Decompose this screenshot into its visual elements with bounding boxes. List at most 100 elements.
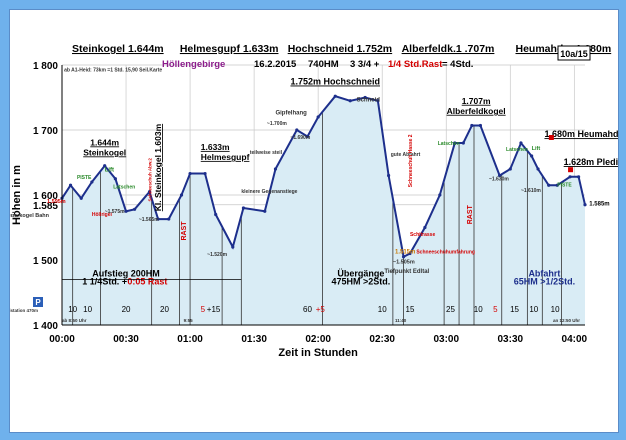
profile-point: [90, 180, 94, 184]
y-tick-label: 1 600: [33, 191, 58, 202]
annotation: 9:55: [184, 318, 194, 323]
annotation: teilweise steil: [250, 150, 283, 156]
profile-point: [333, 94, 337, 98]
profile-point: [376, 99, 380, 103]
segment-label: 1 1/4Std. +: [82, 277, 127, 287]
y-tick-label: 1 400: [33, 321, 58, 332]
annotation: kleinere Gegenanstiege: [241, 189, 297, 195]
annotation: RAST: [181, 221, 188, 241]
annotation: Latschen: [113, 185, 135, 191]
segment-label: 0:05 Rast: [127, 277, 167, 287]
profile-point: [536, 167, 540, 171]
summit-label: 1.633m: [201, 142, 230, 152]
minute-label: +15: [207, 305, 221, 314]
header-title-part: Alberfeldk.1 .707m: [402, 43, 495, 55]
profile-point: [188, 171, 192, 176]
y-axis-title: Höhen in m: [11, 165, 23, 225]
profile-point: [68, 183, 73, 187]
annotation: Schneid: [357, 97, 381, 103]
x-tick-label: 00:00: [49, 334, 75, 345]
summit-label: Kl. Steinkogel 1.603m: [153, 123, 163, 211]
annotation: ~1.575m: [105, 209, 125, 215]
elevation-area: [62, 96, 585, 325]
profile-point: [203, 171, 207, 176]
page-badge-box: [557, 45, 591, 61]
annotation: ab A1-Heid: 73km =1 Std. 15,90 Seil.Kart…: [64, 68, 162, 74]
x-tick-label: 02:00: [305, 334, 331, 345]
profile-point: [263, 209, 267, 213]
annotation: Latschen: [438, 141, 460, 147]
flag-icon: [568, 167, 574, 173]
minute-label: 15: [510, 305, 519, 314]
header-subtitle: 1/4 Std.Rast: [388, 59, 443, 70]
summit-label: 1.680m Heumahdgupf: [544, 129, 618, 139]
x-tick-label: 01:00: [177, 334, 203, 345]
annotation: ~1.520m: [207, 252, 227, 258]
annotation: Latschen: [506, 147, 528, 153]
profile-point: [438, 193, 442, 197]
header-subtitle: 3 3/4 +: [350, 59, 380, 70]
profile-point: [461, 141, 465, 145]
profile-point: [555, 183, 559, 187]
annotation: Schitrasse: [410, 232, 436, 238]
annotation: 1.515m: [395, 250, 415, 256]
y-tick-label: 1.585: [33, 201, 58, 212]
profile-point: [453, 141, 457, 145]
profile-point: [241, 206, 246, 210]
y-tick-label: 1 700: [33, 126, 58, 137]
profile-point: [401, 255, 406, 259]
profile-point: [167, 217, 171, 221]
profile-point: [470, 123, 474, 128]
annotation: ~1.565m: [139, 217, 159, 223]
profile-point: [156, 217, 160, 221]
minute-label: 5: [493, 305, 498, 314]
annotation: ~1.630m: [489, 177, 509, 183]
x-tick-label: 02:30: [369, 334, 395, 345]
profile-point: [79, 196, 83, 200]
profile-point: [295, 128, 299, 132]
segment-label: Abfahrt: [528, 268, 560, 278]
profile-point: [179, 193, 184, 197]
annotation: gute Abfahrt: [391, 152, 421, 158]
annotation: Feuerkogel Bahn: [10, 213, 50, 219]
profile-point: [478, 123, 482, 128]
profile-point: [214, 212, 218, 217]
profile-point: [508, 167, 512, 171]
annotation: ~1.700m: [267, 121, 287, 127]
profile-point: [147, 190, 152, 194]
profile-point: [530, 154, 534, 158]
annotation: ~1.505m: [393, 259, 415, 265]
x-tick-label: 01:30: [241, 334, 267, 345]
profile-point: [583, 203, 587, 207]
x-tick-label: 04:00: [562, 334, 588, 345]
annotation: Schneeschuh Hasse 2: [408, 134, 414, 187]
minute-label: 10: [68, 305, 77, 314]
summit-label: 1.707m: [462, 96, 491, 106]
profile-point: [568, 175, 572, 179]
minute-label: 25: [446, 305, 455, 314]
minute-label: 10: [551, 305, 560, 314]
x-tick-label: 03:30: [497, 334, 523, 345]
header-title-part: Helmesgupf 1.633m: [180, 43, 279, 55]
parking-icon: [33, 297, 43, 307]
profile-point: [408, 251, 412, 256]
profile-point: [547, 183, 551, 187]
profile-point: [231, 245, 235, 249]
segment-label: Aufstieg 200HM: [92, 268, 160, 278]
annotation: 11:40: [395, 318, 407, 323]
segment-label: 475HM >2Std.: [331, 277, 390, 287]
annotation: PISTE: [77, 175, 92, 181]
summit-label: 1.644m: [90, 137, 119, 147]
summit-label: 1.752m Hochschneid: [290, 77, 380, 87]
annotation: 1.585m: [589, 201, 609, 207]
summit-label: 1.628m Pledigupf: [564, 157, 618, 167]
annotation: Schneeschuhumfahrung: [416, 250, 475, 256]
annotation: Tiefpunkt Edltal: [384, 269, 429, 275]
annotation: Talstation 470m: [10, 308, 38, 313]
flag-icon: [548, 135, 554, 140]
header-title-part: Steinkogel 1.644m: [72, 43, 164, 55]
summit-label: Alberfeldkogel: [447, 106, 506, 116]
profile-point: [103, 164, 107, 168]
parking-icon-letter: P: [35, 298, 41, 307]
